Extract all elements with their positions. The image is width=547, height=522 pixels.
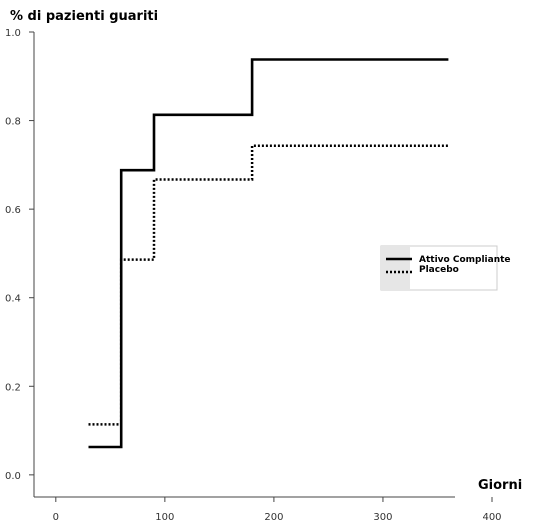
legend-label-attivo: Attivo Compliante — [419, 255, 511, 265]
y-axis-title: % di pazienti guariti — [10, 9, 158, 24]
legend-shade — [381, 246, 410, 290]
legend: Attivo Compliante Placebo — [380, 245, 511, 291]
x-tick-label: 200 — [264, 512, 283, 522]
x-tick-label: 300 — [373, 512, 392, 522]
x-axis-ticks: 0 100 200 300 400 — [53, 497, 502, 522]
x-tick-label: 400 — [482, 512, 501, 522]
y-tick-label: 0.0 — [5, 471, 21, 482]
y-tick-label: 0.6 — [5, 205, 21, 216]
y-tick-label: 0.4 — [5, 294, 21, 305]
x-axis-title: Giorni — [478, 478, 522, 493]
legend-label-placebo: Placebo — [419, 265, 459, 275]
x-tick-label: 100 — [155, 512, 174, 522]
y-tick-label: 0.8 — [5, 117, 21, 128]
y-axis-ticks: 0.0 0.2 0.4 0.6 0.8 1.0 — [5, 28, 34, 482]
y-tick-label: 1.0 — [5, 28, 21, 39]
series-layer — [88, 58, 449, 449]
series-line-placebo — [88, 144, 449, 426]
x-tick-label: 0 — [53, 512, 59, 522]
y-tick-label: 0.2 — [5, 382, 21, 393]
